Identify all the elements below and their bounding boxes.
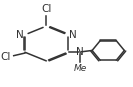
Text: N: N	[16, 30, 24, 40]
Text: Cl: Cl	[0, 52, 11, 62]
Text: N: N	[76, 47, 84, 57]
Text: N: N	[69, 30, 77, 40]
Text: Cl: Cl	[41, 4, 51, 14]
Text: Me: Me	[74, 64, 87, 72]
